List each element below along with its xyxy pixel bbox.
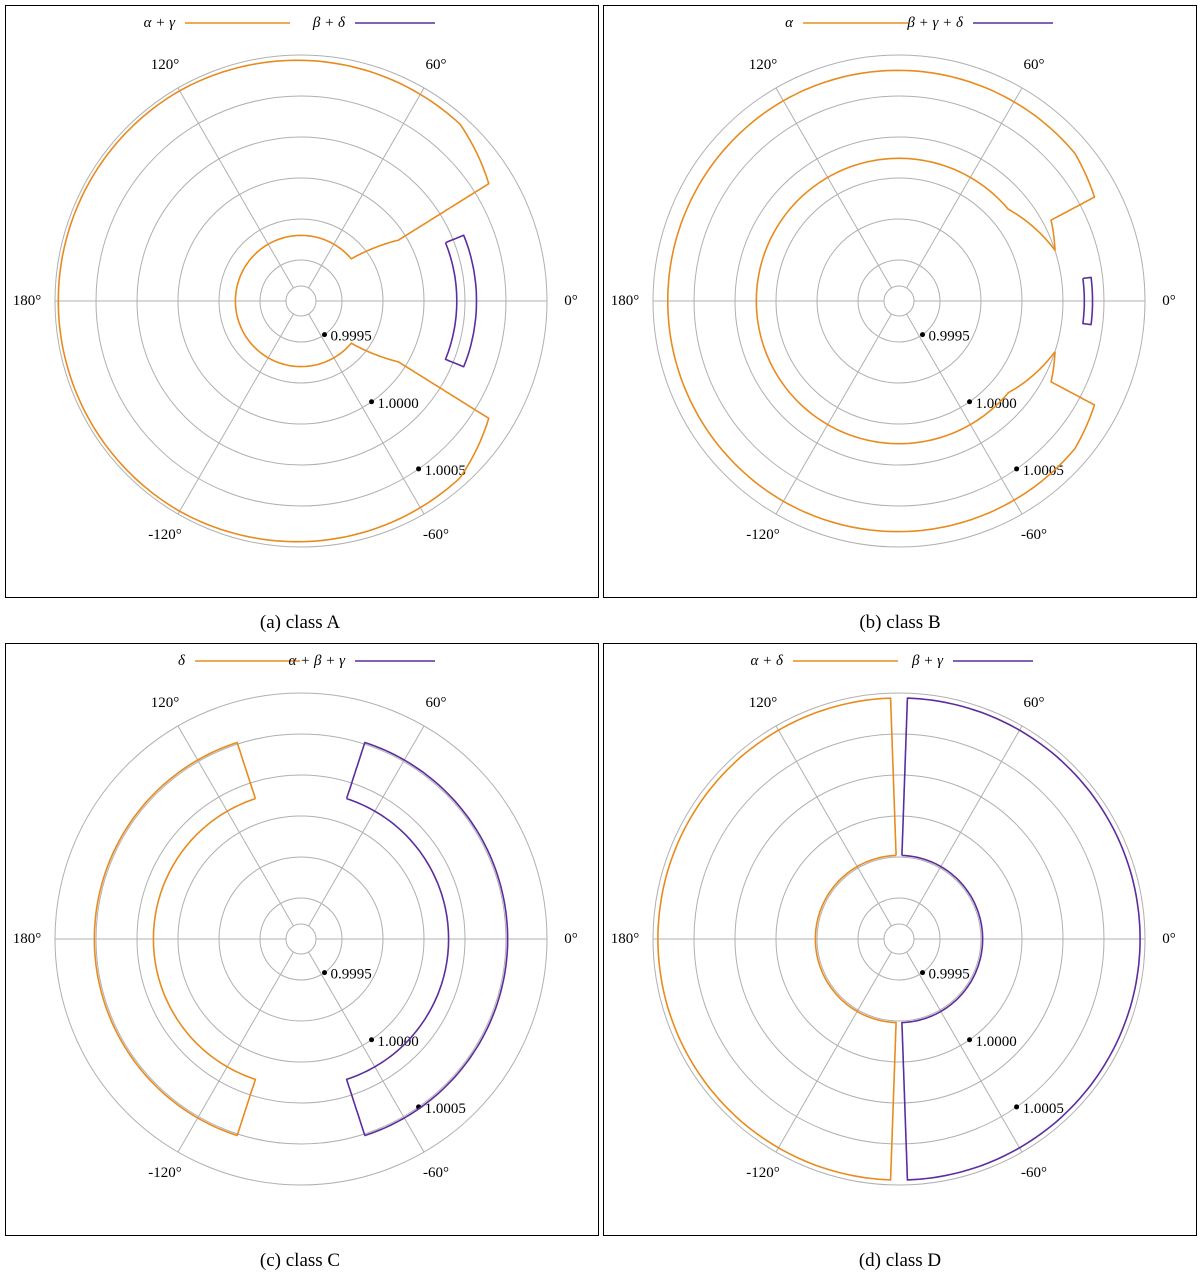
polar-chart-d: 0° 60° 120° 180° -120° -60° 0.9995 1.0000 1.0005…: [603, 643, 1197, 1236]
angle-label: 120°: [151, 57, 180, 73]
radial-tick-dot: [920, 970, 926, 976]
radial-tick-label: 1.0000: [976, 396, 1017, 412]
series-curve-purple: [444, 234, 478, 368]
radial-tick-label: 0.9995: [929, 329, 970, 345]
radial-tick-label: 0.9995: [331, 329, 372, 345]
angle-label: 120°: [151, 695, 180, 711]
angle-label: 180°: [611, 931, 640, 947]
series-curve-orange: [93, 741, 257, 1137]
center-hole: [285, 923, 317, 955]
radial-tick-dot: [967, 1037, 973, 1043]
angle-label: 120°: [749, 57, 778, 73]
polar-chart-a: 0° 60° 120° 180° -120° -60° 0.9995 1.0000 1.0005…: [5, 5, 599, 598]
radial-tick-dot: [1014, 1104, 1020, 1110]
panel-frame: [5, 5, 599, 598]
caption-class-c: (c) class C: [259, 1250, 341, 1271]
series-curve-orange: [657, 697, 897, 1181]
angle-label: 0°: [1162, 293, 1176, 309]
panel-class-c: 0° 60° 120° 180° -120° -60° 0.9995 1.0000 1.0005…: [5, 643, 599, 1236]
radial-tick-label: 1.0000: [976, 1034, 1017, 1050]
legend-label: β + δ: [312, 15, 346, 31]
angle-label: 0°: [564, 293, 578, 309]
panel-frame: [603, 5, 1197, 598]
angle-label: -60°: [1021, 527, 1047, 543]
angle-label: -120°: [148, 1165, 182, 1181]
series-curve-purple: [345, 741, 509, 1137]
angle-label: -60°: [423, 527, 449, 543]
legend-label: α + β + γ: [289, 653, 347, 669]
angle-label: -60°: [1021, 1165, 1047, 1181]
caption-class-a: (a) class A: [259, 612, 341, 633]
legend-label: α + δ: [751, 653, 784, 669]
series-curve-orange: [57, 59, 490, 543]
angle-label: 60°: [1024, 695, 1045, 711]
legend-label: β + γ + δ: [906, 15, 964, 31]
caption-class-d: (d) class D: [858, 1250, 942, 1271]
polar-chart-c: 0° 60° 120° 180° -120° -60° 0.9995 1.0000 1.0005…: [5, 643, 599, 1236]
polar-chart-b: 0° 60° 120° 180° -120° -60° 0.9995 1.0000 1.0005…: [603, 5, 1197, 598]
angle-label: 180°: [611, 293, 640, 309]
panel-frame: [603, 643, 1197, 1236]
panel-class-d: 0° 60° 120° 180° -120° -60° 0.9995 1.0000 1.0005…: [603, 643, 1197, 1236]
angle-label: 0°: [564, 931, 578, 947]
legend-label: α + γ: [144, 15, 176, 31]
angle-label: 180°: [13, 931, 42, 947]
radial-tick-dot: [322, 332, 328, 338]
angle-label: 0°: [1162, 931, 1176, 947]
angle-label: 60°: [1024, 57, 1045, 73]
caption-class-b: (b) class B: [859, 612, 941, 633]
radial-tick-dot: [967, 399, 973, 405]
radial-tick-dot: [322, 970, 328, 976]
panel-class-b: 0° 60° 120° 180° -120° -60° 0.9995 1.0000 1.0005…: [603, 5, 1197, 598]
angle-label: 180°: [13, 293, 42, 309]
radial-tick-label: 0.9995: [331, 967, 372, 983]
radial-tick-label: 0.9995: [929, 967, 970, 983]
radial-tick-dot: [369, 1037, 375, 1043]
panel-frame: [5, 643, 599, 1236]
angle-label: -60°: [423, 1165, 449, 1181]
radial-tick-dot: [416, 466, 422, 472]
angle-label: 60°: [426, 57, 447, 73]
legend-label: β + γ: [911, 653, 944, 669]
radial-tick-dot: [920, 332, 926, 338]
radial-tick-label: 1.0000: [378, 1034, 419, 1050]
angle-label: -120°: [746, 527, 780, 543]
radial-tick-dot: [369, 399, 375, 405]
center-hole: [883, 923, 915, 955]
center-hole: [285, 285, 317, 317]
radial-tick-label: 1.0005: [425, 463, 466, 479]
angle-label: 60°: [426, 695, 447, 711]
panel-class-a: 0° 60° 120° 180° -120° -60° 0.9995 1.0000 1.0005…: [5, 5, 599, 598]
radial-tick-label: 1.0005: [1023, 1101, 1064, 1117]
series-curve-purple: [901, 697, 1141, 1181]
angle-label: -120°: [148, 527, 182, 543]
series-curve-purple: [1082, 276, 1094, 326]
series-curve-orange: [667, 69, 1096, 533]
legend-label: α: [785, 15, 794, 31]
radial-tick-label: 1.0005: [425, 1101, 466, 1117]
center-hole: [883, 285, 915, 317]
legend-label: δ: [178, 653, 186, 669]
angle-label: -120°: [746, 1165, 780, 1181]
radial-tick-label: 1.0005: [1023, 463, 1064, 479]
radial-tick-label: 1.0000: [378, 396, 419, 412]
radial-tick-dot: [1014, 466, 1020, 472]
angle-label: 120°: [749, 695, 778, 711]
